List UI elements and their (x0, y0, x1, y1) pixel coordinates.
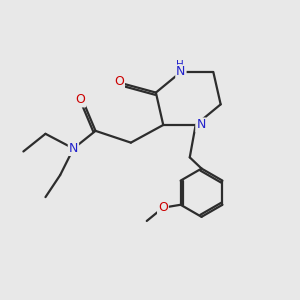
Text: N: N (69, 142, 78, 155)
Text: N: N (196, 118, 206, 131)
Text: O: O (158, 201, 168, 214)
Text: O: O (75, 93, 85, 106)
Text: N: N (176, 65, 186, 79)
Text: O: O (114, 75, 124, 88)
Text: H: H (176, 61, 183, 70)
